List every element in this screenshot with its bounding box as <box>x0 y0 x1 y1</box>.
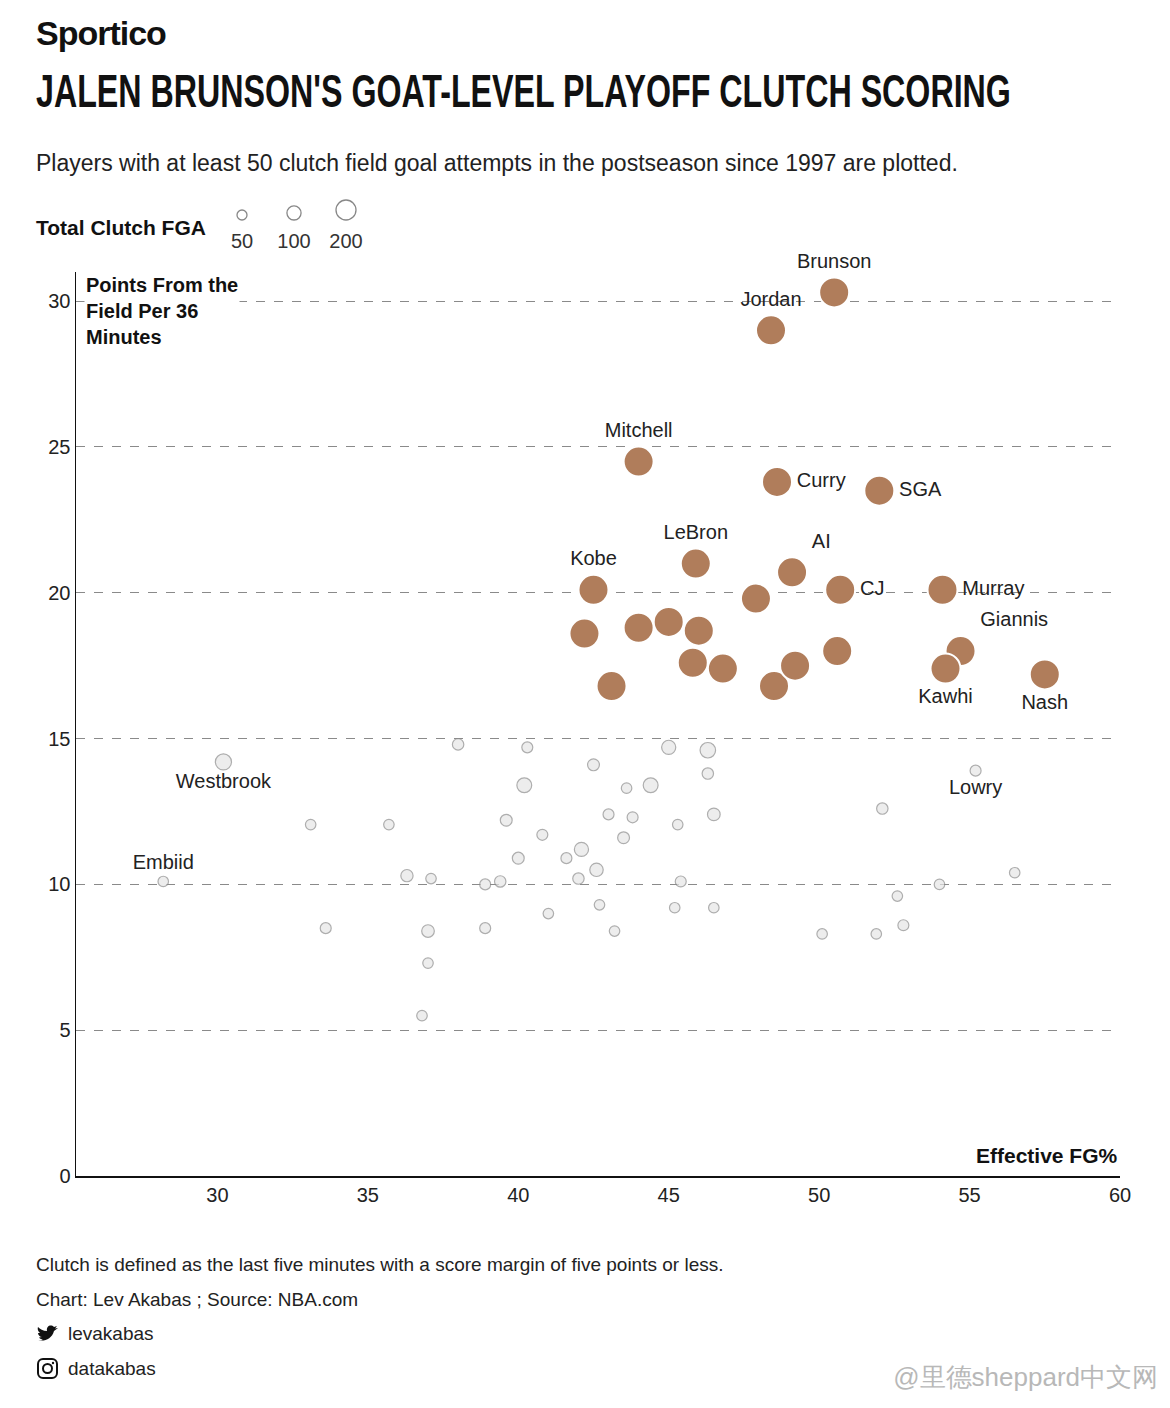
svg-text:Curry: Curry <box>797 469 846 491</box>
svg-text:Effective FG%: Effective FG% <box>976 1144 1118 1167</box>
svg-text:100: 100 <box>277 230 310 252</box>
svg-text:30: 30 <box>206 1184 228 1206</box>
svg-text:Jordan: Jordan <box>740 288 801 310</box>
html-text:Players with at least 50 clutc: Players with at least 50 clutch field go… <box>36 150 958 176</box>
svg-text:SGA: SGA <box>899 478 942 500</box>
svg-text:25: 25 <box>48 436 70 458</box>
html-text:levakabas: levakabas <box>68 1323 154 1344</box>
svg-text:40: 40 <box>507 1184 529 1206</box>
svg-text:60: 60 <box>1109 1184 1131 1206</box>
svg-text:AI: AI <box>812 530 831 552</box>
svg-text:CJ: CJ <box>860 577 884 599</box>
svg-text:15: 15 <box>48 728 70 750</box>
svg-text:Kawhi: Kawhi <box>918 685 972 707</box>
html-text:@里德sheppard中文网: @里德sheppard中文网 <box>893 1362 1158 1392</box>
svg-text:50: 50 <box>231 230 253 252</box>
svg-text:55: 55 <box>958 1184 980 1206</box>
svg-text:Embiid: Embiid <box>133 851 194 873</box>
svg-text:Points From theField Per 36Min: Points From theField Per 36Minutes <box>86 274 238 348</box>
svg-text:10: 10 <box>48 873 70 895</box>
html-text:datakabas: datakabas <box>68 1358 156 1379</box>
svg-text:Mitchell: Mitchell <box>605 419 673 441</box>
html-text:Chart: Lev Akabas ; Source: NB: Chart: Lev Akabas ; Source: NBA.com <box>36 1289 359 1310</box>
html-text:Sportico: Sportico <box>36 14 166 52</box>
svg-text:35: 35 <box>357 1184 379 1206</box>
svg-text:Brunson: Brunson <box>797 250 872 272</box>
svg-text:Westbrook: Westbrook <box>176 770 272 792</box>
svg-text:200: 200 <box>329 230 362 252</box>
svg-text:0: 0 <box>59 1165 70 1187</box>
svg-text:LeBron: LeBron <box>664 521 729 543</box>
svg-text:50: 50 <box>808 1184 830 1206</box>
svg-text:Murray: Murray <box>962 577 1024 599</box>
svg-text:30: 30 <box>48 290 70 312</box>
html-text:Total Clutch FGA: Total Clutch FGA <box>36 216 206 239</box>
html-text:JALEN BRUNSON'S GOAT-LEVEL PLA: JALEN BRUNSON'S GOAT-LEVEL PLAYOFF CLUTC… <box>36 65 1011 117</box>
svg-text:5: 5 <box>59 1019 70 1041</box>
svg-text:Kobe: Kobe <box>570 547 617 569</box>
svg-text:20: 20 <box>48 582 70 604</box>
svg-text:Giannis: Giannis <box>980 608 1048 630</box>
svg-text:45: 45 <box>658 1184 680 1206</box>
svg-text:Nash: Nash <box>1021 691 1068 713</box>
svg-text:Lowry: Lowry <box>949 776 1002 798</box>
html-text:Clutch is defined as the last: Clutch is defined as the last five minut… <box>36 1254 724 1275</box>
